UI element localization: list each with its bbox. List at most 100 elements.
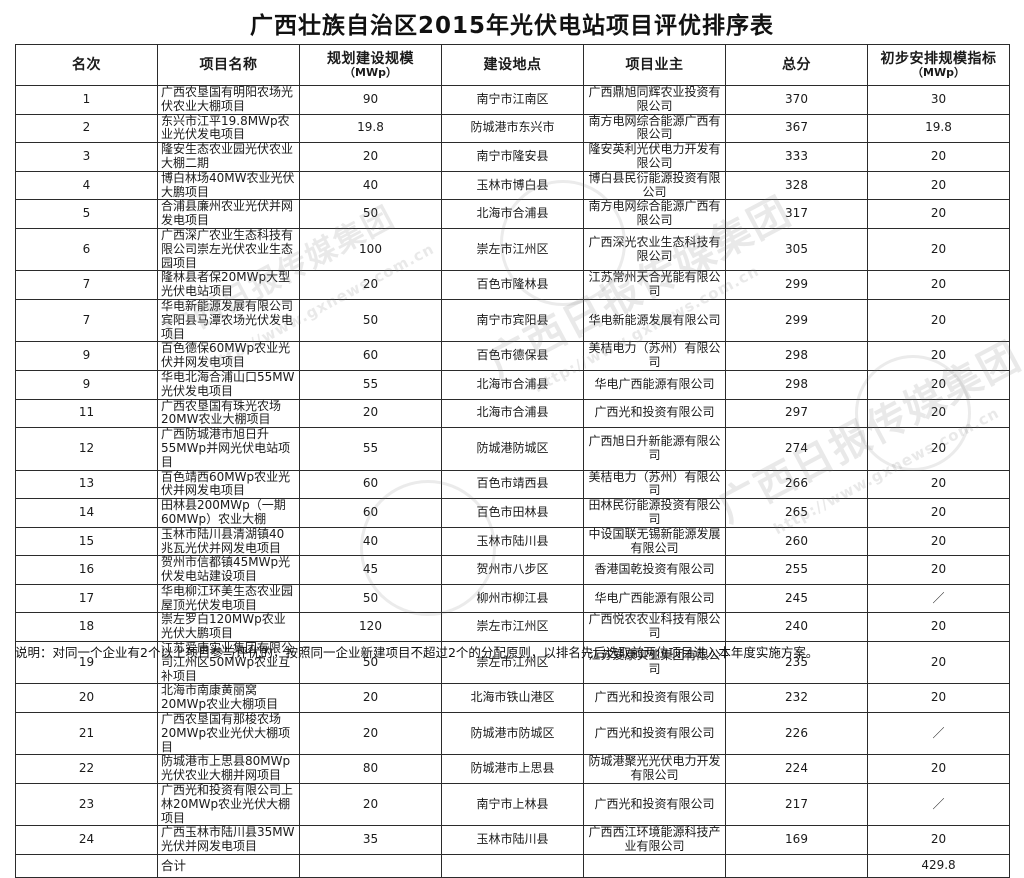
col-header-score: 总分	[725, 44, 868, 86]
cell-quota: ／	[867, 783, 1010, 827]
cell-location: 百色市隆林县	[441, 270, 584, 300]
total-cell-project-name: 合计	[157, 854, 300, 878]
cell-owner: 博白县民衍能源投资有限公司	[583, 170, 726, 201]
cell-rank: 9	[15, 369, 158, 400]
cell-scale: 60	[299, 341, 442, 371]
cell-quota: 20	[867, 526, 1010, 557]
cell-rank: 16	[15, 555, 158, 585]
cell-owner: 华电广西能源有限公司	[583, 583, 726, 614]
cell-location: 柳州市柳江县	[441, 583, 584, 614]
table-row: 24 广西玉林市陆川县35MW光伏并网发电项目 35 玉林市陆川县 广西西江环境能源科技…	[15, 825, 1010, 856]
cell-rank: 14	[15, 498, 158, 528]
cell-score: 370	[725, 85, 868, 115]
cell-score: 305	[725, 227, 868, 272]
cell-score: 266	[725, 469, 868, 500]
cell-scale: 20	[299, 398, 442, 429]
table-row: 5 合浦县廉州农业光伏并网发电项目 50 北海市合浦县 南方电网综合能源广西有限公司 31…	[15, 199, 1010, 229]
cell-project-name: 广西防城港市旭日升55MWp并网光伏电站项目	[157, 427, 300, 471]
cell-scale: 50	[299, 583, 442, 614]
cell-owner: 江苏常州天合光能有限公司	[583, 270, 726, 300]
col-header-owner-label: 项目业主	[625, 56, 684, 73]
cell-project-name: 广西农垦国有珠光农场20MW农业大棚项目	[157, 398, 300, 429]
table-row: 17 华电柳江环美生态农业园屋顶光伏发电项目 50 柳州市柳江县 华电广西能源有限公司 2…	[15, 583, 1010, 614]
cell-location: 崇左市江州区	[441, 227, 584, 272]
cell-score: 299	[725, 298, 868, 343]
col-header-scale-label: 规划建设规模	[327, 50, 414, 67]
cell-quota: ／	[867, 712, 1010, 756]
cell-quota: 20	[867, 427, 1010, 471]
cell-project-name: 田林县200MWp（一期60MWp）农业大棚	[157, 498, 300, 528]
cell-location: 贺州市八步区	[441, 555, 584, 585]
table-row: 20 北海市南康黄丽窝20MWp农业大棚项目 20 北海市铁山港区 广西光和投资有限公司…	[15, 683, 1010, 714]
cell-quota: 20	[867, 825, 1010, 856]
cell-quota: 30	[867, 85, 1010, 115]
cell-location: 防城港市防城区	[441, 712, 584, 756]
cell-scale: 120	[299, 612, 442, 643]
col-header-owner: 项目业主	[583, 44, 726, 86]
cell-rank: 15	[15, 526, 158, 557]
cell-project-name: 华电新能源发展有限公司宾阳县马潭农场光伏发电项目	[157, 298, 300, 343]
cell-location: 玉林市博白县	[441, 170, 584, 201]
document-page: 广西壮族自治区2015年光伏电站项目评优排序表 名次 项目名称 规划建设规模 （…	[0, 6, 1024, 878]
cell-location: 崇左市江州区	[441, 612, 584, 643]
cell-project-name: 贺州市信都镇45MWp光伏发电站建设项目	[157, 555, 300, 585]
cell-scale: 20	[299, 270, 442, 300]
cell-scale: 40	[299, 526, 442, 557]
table-row: 16 贺州市信都镇45MWp光伏发电站建设项目 45 贺州市八步区 香港国乾投资有限公司…	[15, 555, 1010, 585]
cell-project-name: 北海市南康黄丽窝20MWp农业大棚项目	[157, 683, 300, 714]
cell-project-name: 玉林市陆川县清湖镇40兆瓦光伏并网发电项目	[157, 526, 300, 557]
cell-owner: 美桔电力（苏州）有限公司	[583, 341, 726, 371]
col-header-location-label: 建设地点	[483, 56, 542, 73]
col-header-quota-unit: （MWp）	[912, 65, 965, 79]
cell-rank: 13	[15, 469, 158, 500]
cell-score: 297	[725, 398, 868, 429]
cell-score: 224	[725, 754, 868, 785]
cell-location: 南宁市宾阳县	[441, 298, 584, 343]
cell-owner: 隆安英利光伏电力开发有限公司	[583, 142, 726, 172]
cell-project-name: 广西玉林市陆川县35MW光伏并网发电项目	[157, 825, 300, 856]
cell-score: 217	[725, 783, 868, 827]
cell-scale: 40	[299, 170, 442, 201]
col-header-scale: 规划建设规模 （MWp）	[299, 44, 442, 86]
total-cell-location	[441, 854, 584, 878]
cell-location: 防城港防城区	[441, 427, 584, 471]
cell-scale: 55	[299, 369, 442, 400]
title-band: 广西壮族自治区2015年光伏电站项目评优排序表	[0, 6, 1024, 40]
cell-quota: 20	[867, 142, 1010, 172]
cell-rank: 4	[15, 170, 158, 201]
cell-scale: 20	[299, 712, 442, 756]
table-row: 21 广西农垦国有那梭农场20MWp农业光伏大棚项目 20 防城港市防城区 广西光和投资…	[15, 712, 1010, 756]
cell-project-name: 隆安生态农业园光伏农业大棚二期	[157, 142, 300, 172]
table-header: 名次 项目名称 规划建设规模 （MWp） 建设地点 项目业主	[15, 44, 1010, 86]
cell-score: 169	[725, 825, 868, 856]
table-row: 22 防城港市上思县80MWp光伏农业大棚并网项目 80 防城港市上思县 防城港聚光光伏…	[15, 754, 1010, 785]
table-row: 23 广西光和投资有限公司上林20MWp农业光伏大棚项目 20 南宁市上林县 广西光和投…	[15, 783, 1010, 827]
cell-owner: 田林民衍能源投资有限公司	[583, 498, 726, 528]
cell-rank: 5	[15, 199, 158, 229]
col-header-rank-label: 名次	[72, 56, 101, 73]
cell-score: 317	[725, 199, 868, 229]
cell-scale: 35	[299, 825, 442, 856]
col-header-location: 建设地点	[441, 44, 584, 86]
cell-project-name: 隆林县者保20MWp大型光伏电站项目	[157, 270, 300, 300]
table-row: 3 隆安生态农业园光伏农业大棚二期 20 南宁市隆安县 隆安英利光伏电力开发有限公司 33…	[15, 142, 1010, 172]
cell-owner: 广西旭日升新能源有限公司	[583, 427, 726, 471]
cell-scale: 19.8	[299, 113, 442, 144]
cell-location: 北海市合浦县	[441, 398, 584, 429]
cell-project-name: 合浦县廉州农业光伏并网发电项目	[157, 199, 300, 229]
table-total-row: 合计 429.8	[15, 854, 1010, 878]
cell-location: 北海市合浦县	[441, 369, 584, 400]
cell-location: 玉林市陆川县	[441, 825, 584, 856]
cell-project-name: 广西农垦国有明阳农场光伏农业大棚项目	[157, 85, 300, 115]
table-row: 7 隆林县者保20MWp大型光伏电站项目 20 百色市隆林县 江苏常州天合光能有限公司 2…	[15, 270, 1010, 300]
cell-location: 南宁市上林县	[441, 783, 584, 827]
cell-score: 255	[725, 555, 868, 585]
cell-rank: 7	[15, 270, 158, 300]
table-row: 6 广西深广农业生态科技有限公司崇左光伏农业生态园项目 100 崇左市江州区 广西深光农…	[15, 227, 1010, 272]
cell-scale: 60	[299, 469, 442, 500]
cell-quota: 20	[867, 341, 1010, 371]
cell-location: 北海市合浦县	[441, 199, 584, 229]
table-row: 14 田林县200MWp（一期60MWp）农业大棚 60 百色市田林县 田林民衍能源投资…	[15, 498, 1010, 528]
cell-project-name: 广西农垦国有那梭农场20MWp农业光伏大棚项目	[157, 712, 300, 756]
cell-rank: 21	[15, 712, 158, 756]
